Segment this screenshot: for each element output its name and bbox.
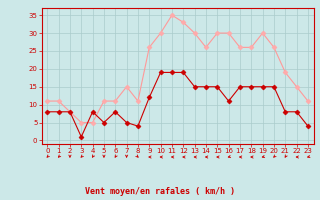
Text: Vent moyen/en rafales ( km/h ): Vent moyen/en rafales ( km/h ) <box>85 187 235 196</box>
